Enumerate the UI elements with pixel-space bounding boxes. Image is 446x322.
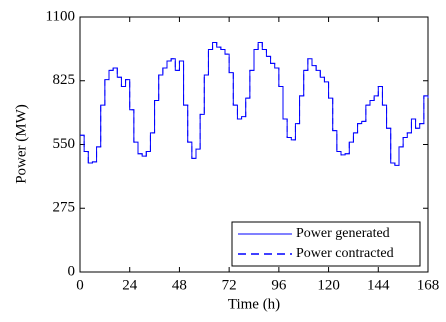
y-tick-label: 275 bbox=[53, 200, 76, 216]
series-line bbox=[80, 42, 429, 166]
x-tick-label: 96 bbox=[271, 277, 287, 293]
y-tick-label: 1100 bbox=[46, 8, 75, 24]
x-axis-label: Time (h) bbox=[228, 296, 280, 312]
x-tick-label: 144 bbox=[367, 277, 390, 293]
x-tick-label: 168 bbox=[417, 277, 440, 293]
legend-label: Power generated bbox=[296, 226, 390, 241]
y-tick-label: 0 bbox=[68, 263, 76, 279]
x-tick-label: 0 bbox=[76, 277, 84, 293]
legend-box bbox=[231, 221, 421, 267]
x-tick-label: 72 bbox=[222, 277, 237, 293]
x-tick-label: 120 bbox=[317, 277, 340, 293]
x-tick-label: 48 bbox=[172, 277, 187, 293]
y-axis-label: Power (MW) bbox=[13, 104, 29, 184]
legend-label: Power contracted bbox=[296, 246, 394, 261]
x-tick-label: 24 bbox=[122, 277, 138, 293]
y-tick-label: 825 bbox=[53, 72, 76, 88]
y-tick-label: 550 bbox=[53, 136, 76, 152]
